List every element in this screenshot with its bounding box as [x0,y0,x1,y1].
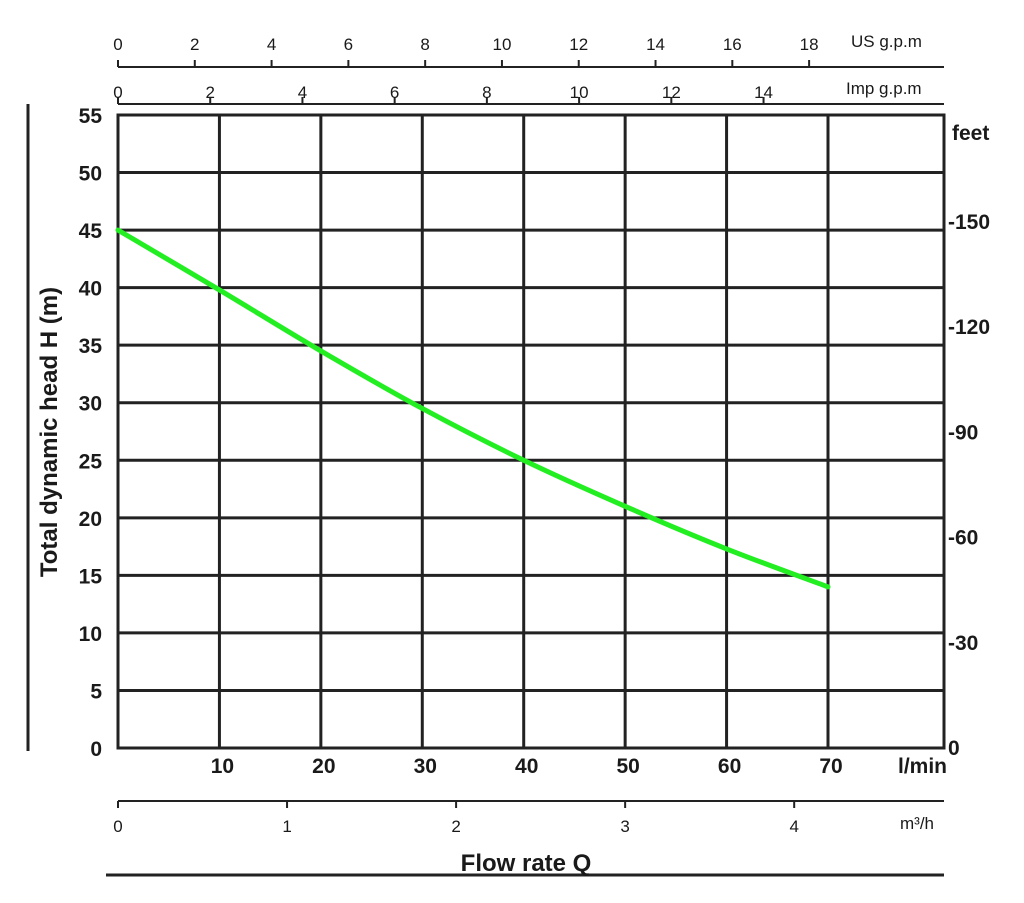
us-gpm-tick-label: 8 [420,35,429,54]
m3h-tick-label: 4 [789,817,798,836]
m3h-tick-label: 2 [451,817,460,836]
x-tick-labels: 10 20 30 40 50 60 70 [211,755,843,778]
us-gpm-tick-label: 12 [569,35,588,54]
m3h-tick-label: 3 [620,817,629,836]
m3h-tick-label: 0 [113,817,122,836]
x-tick-label: 60 [718,755,741,778]
imp-gpm-tick-label: 4 [298,83,307,102]
x-tick-label: 20 [312,755,335,778]
y-tick-label: 30 [79,393,102,416]
us-gpm-tick-label: 14 [646,35,665,54]
m3h-unit-label: m³/h [900,814,934,833]
imp-gpm-tick-label: 6 [390,83,399,102]
y-tick-label: 40 [79,278,102,301]
us-gpm-axis: 0 2 4 6 8 10 12 14 16 18 [113,35,944,68]
imp-gpm-tick-label: 14 [754,83,773,102]
feet-tick-label: -150 [948,211,990,234]
data-point [724,546,729,552]
us-gpm-tick-label: 4 [267,35,276,54]
feet-tick-label: -30 [948,632,978,655]
x-tick-label: 10 [211,755,234,778]
x-tick-label: 30 [414,755,437,778]
pump-curve-line [115,227,831,590]
data-point [420,406,425,411]
y-tick-labels: 0 5 10 15 20 25 30 35 40 45 50 55 [79,105,103,761]
x-unit-label: l/min [898,755,947,778]
plot-border [116,113,946,750]
y-tick-label: 5 [90,680,102,703]
y-tick-label: 10 [79,623,102,646]
data-point [825,584,831,590]
data-point [115,227,121,233]
us-gpm-tick-label: 16 [723,35,742,54]
feet-axis: -150 -120 -90 -60 -30 0 [948,211,990,760]
feet-tick-label: -120 [948,316,990,339]
feet-unit-label: feet [952,122,989,145]
m3h-tick-label: 1 [282,817,291,836]
decorative-frame [26,104,944,877]
imp-gpm-tick-label: 12 [662,83,681,102]
data-point [622,504,628,509]
y-tick-label: 15 [79,565,103,588]
x-tick-label: 40 [515,755,538,778]
feet-tick-label: -60 [948,527,978,550]
y-tick-label: 0 [90,738,102,761]
grid [116,113,946,750]
x-axis-title: Flow rate Q [461,850,592,877]
x-tick-label: 50 [616,755,639,778]
feet-tick-label: 0 [948,737,960,760]
imp-gpm-axis: 0 2 4 6 8 10 12 14 [113,83,944,105]
imp-gpm-tick-label: 2 [205,83,214,102]
y-tick-label: 50 [79,163,102,186]
y-axis-title: Total dynamic head H (m) [36,287,63,577]
data-point [217,287,222,293]
imp-gpm-tick-label: 0 [113,83,122,102]
y-tick-label: 20 [79,508,102,531]
us-gpm-tick-label: 2 [190,35,199,54]
us-gpm-unit-label: US g.p.m [851,32,922,51]
imp-gpm-tick-label: 8 [482,83,491,102]
y-tick-label: 45 [79,220,103,243]
us-gpm-tick-label: 0 [113,35,122,54]
series-layer [115,227,831,590]
y-tick-label: 55 [79,105,103,128]
x-tick-label: 70 [819,755,842,778]
data-point [521,458,526,463]
data-point [318,348,324,354]
y-tick-label: 25 [79,450,103,473]
imp-gpm-tick-label: 10 [570,83,589,102]
feet-tick-label: -90 [948,421,978,444]
us-gpm-tick-label: 10 [492,35,511,54]
m3h-axis: 0 1 2 3 4 [113,800,944,836]
us-gpm-tick-label: 6 [344,35,353,54]
y-tick-label: 35 [79,335,103,358]
imp-gpm-unit-label: Imp g.p.m [846,79,922,98]
us-gpm-tick-label: 18 [800,35,819,54]
